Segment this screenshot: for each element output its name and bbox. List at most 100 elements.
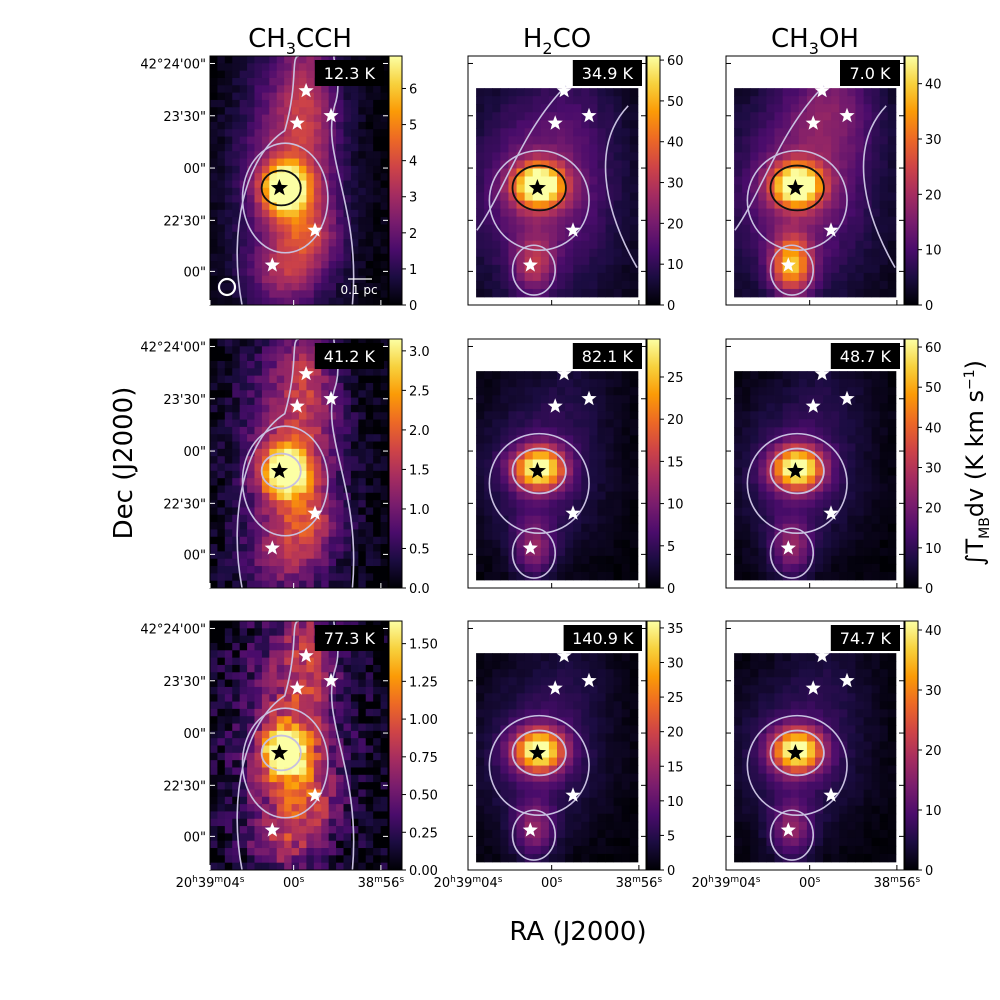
heatmap-cell	[276, 580, 285, 588]
heatmap-cell	[254, 478, 263, 486]
heatmap-cell	[373, 522, 381, 530]
star-marker	[323, 390, 339, 406]
heatmap-cell	[299, 419, 307, 428]
heatmap-cell	[823, 483, 832, 493]
heatmap-cell	[548, 88, 558, 97]
heatmap-cell	[224, 448, 233, 457]
heatmap-cell	[500, 677, 509, 686]
heatmap-cell	[358, 173, 367, 181]
heatmap-cell	[269, 738, 278, 746]
heatmap-cell	[484, 427, 493, 436]
heatmap-cell	[508, 717, 517, 726]
heatmap-cell	[815, 144, 824, 153]
heatmap-cell	[306, 165, 315, 174]
heatmap-cell	[484, 717, 493, 726]
heatmap-cell	[247, 187, 255, 196]
heatmap-cell	[823, 184, 832, 193]
heatmap-cell	[350, 382, 359, 391]
heatmap-cell	[239, 650, 248, 659]
heatmap-cell	[291, 448, 300, 457]
heatmap-cell	[254, 297, 263, 305]
heatmap-cell	[247, 426, 255, 435]
heatmap-cell	[313, 536, 322, 545]
heatmap-cell	[336, 56, 344, 64]
heatmap-cell	[581, 104, 590, 113]
heatmap-cell	[336, 412, 344, 420]
heatmap-cell	[380, 694, 388, 702]
contour-outer	[862, 105, 896, 269]
heatmap-cell	[328, 283, 337, 291]
heatmap-cell	[239, 136, 248, 145]
heatmap-cell	[476, 280, 485, 290]
heatmap-cell	[484, 821, 493, 831]
heatmap-cell	[358, 448, 367, 457]
heatmap-cell	[790, 112, 800, 121]
heatmap-pixels	[210, 621, 388, 870]
heatmap-cell	[358, 826, 367, 834]
heatmap-cell	[565, 240, 574, 250]
heatmap-cell	[871, 483, 881, 493]
heatmap-cell	[500, 813, 509, 823]
heatmap-cell	[321, 507, 330, 516]
heatmap-cell	[589, 499, 598, 509]
heatmap-cell	[597, 256, 606, 266]
heatmap-cell	[217, 514, 226, 523]
star-marker-main	[528, 179, 546, 196]
heatmap-cell	[217, 628, 226, 637]
heatmap-cell	[313, 426, 322, 435]
heatmap-cell	[321, 202, 330, 211]
heatmap-cell	[269, 129, 278, 137]
heatmap-cell	[306, 862, 315, 870]
heatmap-cell	[313, 522, 322, 530]
heatmap-cell	[217, 180, 226, 189]
heatmap-cell	[365, 708, 374, 717]
heatmap-cell	[284, 195, 292, 203]
heatmap-cell	[815, 256, 824, 266]
heatmap-cell	[232, 752, 241, 761]
heatmap-cell	[291, 551, 300, 560]
heatmap-cell	[210, 297, 218, 305]
heatmap-cell	[629, 435, 639, 444]
heatmap-cell	[232, 246, 241, 255]
heatmap-cell	[508, 499, 517, 509]
heatmap-cell	[239, 261, 248, 269]
heatmap-cell	[823, 403, 832, 412]
heatmap-cell	[573, 280, 582, 290]
heatmap-cell	[597, 96, 606, 105]
heatmap-cell	[232, 738, 241, 746]
heatmap-cell	[863, 224, 873, 234]
heatmap-cell	[328, 290, 337, 299]
heatmap-cell	[887, 240, 897, 250]
heatmap-cell	[540, 853, 550, 863]
heatmap-cell	[548, 192, 558, 201]
y-tick-label: 00"	[183, 265, 206, 280]
heatmap-cell	[500, 555, 509, 565]
heatmap-cell	[284, 672, 292, 680]
heatmap-cell	[565, 216, 574, 226]
heatmap-cell	[269, 426, 278, 435]
heatmap-cell	[500, 427, 509, 436]
heatmap-cell	[261, 231, 270, 240]
heatmap-cell	[239, 99, 248, 108]
heatmap-cell	[284, 811, 292, 820]
heatmap-cell	[540, 403, 550, 412]
heatmap-cell	[313, 573, 322, 582]
heatmap-cell	[823, 387, 832, 396]
heatmap-cell	[261, 730, 270, 739]
heatmap-cell	[540, 685, 550, 694]
heatmap-cell	[500, 208, 509, 218]
heatmap-cell	[343, 121, 352, 130]
heatmap-cell	[261, 70, 270, 79]
heatmap-cell	[358, 573, 367, 582]
heatmap-cell	[815, 387, 824, 396]
heatmap-cell	[210, 811, 218, 820]
heatmap-cell	[839, 168, 848, 177]
heatmap-cell	[343, 397, 352, 406]
heatmap-cell	[328, 686, 337, 695]
heatmap-cell	[336, 855, 344, 864]
heatmap-cell	[365, 231, 374, 240]
heatmap-cell	[247, 514, 255, 523]
heatmap-cell	[605, 571, 615, 581]
heatmap-cell	[284, 246, 292, 255]
